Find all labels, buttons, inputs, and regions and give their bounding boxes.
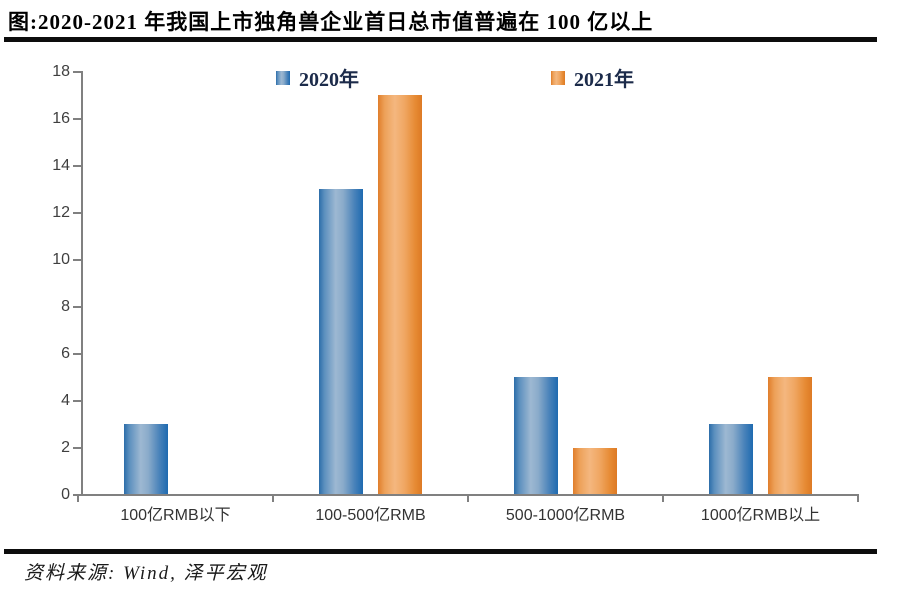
y-tick-6 <box>73 352 83 355</box>
y-tick-label-6: 6 <box>61 344 70 362</box>
y-tick-label-16: 16 <box>52 109 70 127</box>
bar-2020年-1000亿RMB以上 <box>709 424 753 495</box>
bar-2021年-100-500亿RMB <box>378 95 422 495</box>
source-note: 资料来源: Wind, 泽平宏观 <box>24 563 268 584</box>
source-rule <box>4 549 877 554</box>
y-tick-14 <box>73 164 83 167</box>
y-tick-18 <box>73 71 83 73</box>
y-tick-12 <box>73 211 83 214</box>
y-tick-label-4: 4 <box>61 391 70 409</box>
y-tick-label-8: 8 <box>61 297 70 315</box>
x-tick-1 <box>272 494 274 502</box>
x-tick-4 <box>857 494 859 502</box>
legend-label-2020: 2020年 <box>299 69 359 91</box>
y-tick-label-18: 18 <box>52 63 70 80</box>
bar-2020年-100亿RMB以下 <box>124 424 168 495</box>
y-tick-label-14: 14 <box>52 156 70 174</box>
x-tick-2 <box>467 494 469 502</box>
bar-2021年-1000亿RMB以上 <box>768 377 812 495</box>
y-tick-label-0: 0 <box>61 485 70 503</box>
y-tick-16 <box>73 117 83 120</box>
x-tick-3 <box>662 494 664 502</box>
title-rule <box>4 37 877 42</box>
x-tick-0 <box>77 494 79 502</box>
y-tick-2 <box>73 446 83 449</box>
bar-2020年-500-1000亿RMB <box>514 377 558 495</box>
y-tick-label-2: 2 <box>61 438 70 456</box>
x-category-label-3: 1000亿RMB以上 <box>700 507 821 524</box>
bar-2020年-100-500亿RMB <box>319 189 363 495</box>
y-axis <box>81 72 83 496</box>
y-tick-4 <box>73 399 83 402</box>
page-title: 图:2020-2021 年我国上市独角兽企业首日总市值普遍在 100 亿以上 <box>8 10 654 34</box>
legend-swatch-2021 <box>551 70 565 85</box>
legend-item-2020: 2020年 <box>276 63 359 92</box>
y-tick-label-12: 12 <box>52 203 70 221</box>
y-tick-8 <box>73 305 83 308</box>
legend-item-2021: 2021年 <box>551 63 634 92</box>
legend-label-2021: 2021年 <box>574 69 634 91</box>
x-category-label-2: 500-1000亿RMB <box>505 507 626 524</box>
legend-swatch-2020 <box>276 70 290 85</box>
y-tick-label-10: 10 <box>52 250 70 268</box>
y-tick-10 <box>73 258 83 261</box>
x-category-label-0: 100亿RMB以下 <box>120 507 231 524</box>
bar-2021年-500-1000亿RMB <box>573 447 617 495</box>
x-category-label-1: 100-500亿RMB <box>315 507 426 524</box>
